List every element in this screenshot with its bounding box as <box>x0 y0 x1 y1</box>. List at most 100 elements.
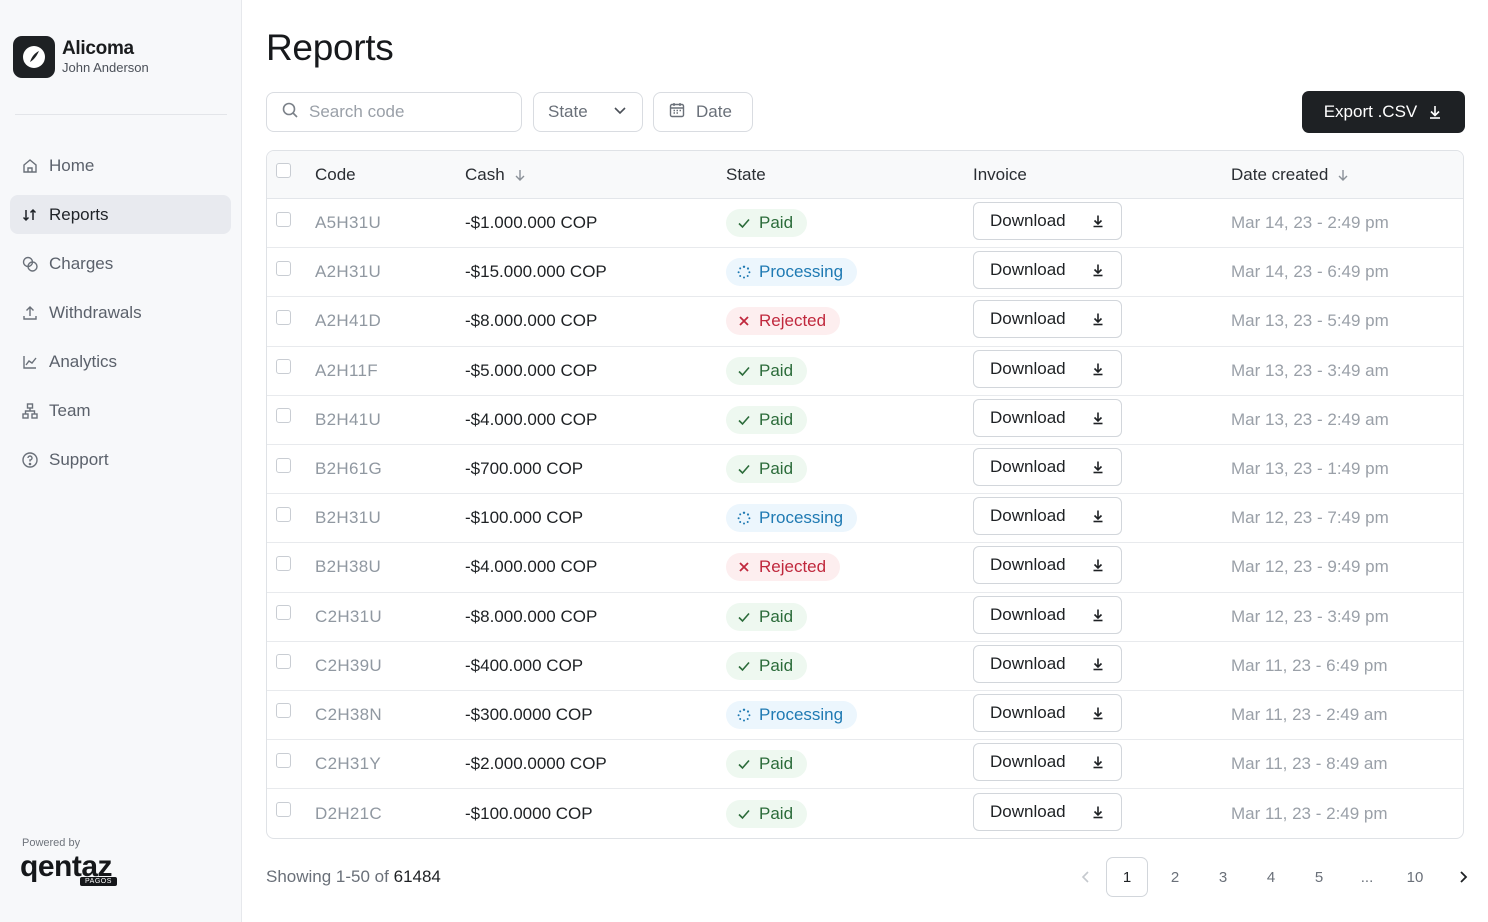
download-invoice-button[interactable]: Download <box>973 398 1122 437</box>
status-label: Rejected <box>759 557 827 577</box>
sidebar-item-withdrawals[interactable]: Withdrawals <box>10 293 231 332</box>
status-badge: Paid <box>726 799 808 828</box>
row-checkbox[interactable] <box>276 309 291 325</box>
header-date-created[interactable]: Date created <box>1231 151 1350 198</box>
download-invoice-button[interactable]: Download <box>973 497 1122 536</box>
state-filter-select[interactable]: State <box>533 92 643 132</box>
select-all-checkbox[interactable] <box>276 163 291 178</box>
download-invoice-button[interactable]: Download <box>973 546 1122 585</box>
page-button[interactable]: 4 <box>1266 868 1276 886</box>
powered-by-label: Powered by <box>22 837 81 849</box>
page-title: Reports <box>266 27 394 68</box>
download-invoice-button[interactable]: Download <box>973 644 1122 683</box>
download-icon <box>1091 362 1105 376</box>
row-code: D2H21C <box>315 803 382 823</box>
download-label: Download <box>990 752 1066 772</box>
download-invoice-button[interactable]: Download <box>973 202 1122 241</box>
x-icon <box>737 314 751 328</box>
row-cash: -$100.000 COP <box>465 508 584 528</box>
row-cash: -$4.000.000 COP <box>465 409 598 429</box>
table-row: B2H41U -$4.000.000 COP Paid Download Mar… <box>267 396 1463 445</box>
row-date-created: Mar 11, 23 - 6:49 pm <box>1231 655 1388 675</box>
next-page-button[interactable] <box>1442 857 1484 897</box>
sidebar-item-support[interactable]: Support <box>10 440 231 479</box>
sidebar-item-label: Reports <box>49 204 109 224</box>
sidebar-item-charges[interactable]: Charges <box>10 244 231 283</box>
row-checkbox[interactable] <box>276 260 291 276</box>
page-button[interactable]: 2 <box>1170 868 1180 886</box>
download-invoice-button[interactable]: Download <box>973 595 1122 634</box>
download-invoice-button[interactable]: Download <box>973 300 1122 339</box>
sidebar-item-home[interactable]: Home <box>10 146 231 185</box>
page-button[interactable]: 5 <box>1314 868 1324 886</box>
table-header: Code Cash State Invoice Date created <box>267 151 1463 199</box>
page-button[interactable]: 3 <box>1218 868 1228 886</box>
download-invoice-button[interactable]: Download <box>973 743 1122 782</box>
download-invoice-button[interactable]: Download <box>973 693 1122 732</box>
calendar-icon <box>668 101 686 124</box>
export-csv-button[interactable]: Export .CSV <box>1302 91 1465 133</box>
row-date-created: Mar 12, 23 - 3:49 pm <box>1231 606 1389 626</box>
download-label: Download <box>990 260 1066 280</box>
status-label: Paid <box>759 459 794 479</box>
table-row: A2H31U -$15.000.000 COP Processing Downl… <box>267 248 1463 298</box>
sidebar-item-reports[interactable]: Reports <box>10 195 231 234</box>
check-icon <box>737 610 751 624</box>
status-label: Paid <box>759 409 794 429</box>
date-filter-button[interactable]: Date <box>653 92 753 132</box>
page-button[interactable]: 1 <box>1106 857 1148 897</box>
row-date-created: Mar 14, 23 - 2:49 pm <box>1231 213 1389 233</box>
download-invoice-button[interactable]: Download <box>973 448 1122 487</box>
download-invoice-button[interactable]: Download <box>973 792 1122 831</box>
brand[interactable]: Alicoma John Anderson <box>13 36 149 78</box>
download-label: Download <box>990 358 1066 378</box>
download-invoice-button[interactable]: Download <box>973 251 1122 290</box>
header-cash[interactable]: Cash <box>465 151 527 198</box>
row-checkbox[interactable] <box>276 359 291 375</box>
sidebar-item-team[interactable]: Team <box>10 391 231 430</box>
status-badge: Rejected <box>726 553 841 582</box>
row-cash: -$100.0000 COP <box>465 803 593 823</box>
search-input[interactable] <box>309 102 509 122</box>
row-code: C2H38N <box>315 704 382 724</box>
download-icon <box>1091 805 1105 819</box>
download-label: Download <box>990 309 1066 329</box>
download-label: Download <box>990 506 1066 526</box>
row-date-created: Mar 14, 23 - 6:49 pm <box>1231 262 1389 282</box>
download-label: Download <box>990 555 1066 575</box>
status-label: Processing <box>759 704 844 724</box>
row-checkbox[interactable] <box>276 555 291 571</box>
download-icon <box>1091 411 1105 425</box>
row-checkbox[interactable] <box>276 211 291 227</box>
row-cash: -$300.0000 COP <box>465 704 593 724</box>
date-filter-label: Date <box>696 102 732 121</box>
sidebar-item-label: Home <box>49 155 95 175</box>
row-cash: -$700.000 COP <box>465 459 584 479</box>
download-invoice-button[interactable]: Download <box>973 349 1122 388</box>
page-button[interactable]: 10 <box>1406 868 1424 886</box>
row-date-created: Mar 12, 23 - 9:49 pm <box>1231 557 1389 577</box>
row-checkbox[interactable] <box>276 654 291 670</box>
status-badge: Processing <box>726 700 858 729</box>
status-label: Paid <box>759 803 794 823</box>
sidebar-item-analytics[interactable]: Analytics <box>10 342 231 381</box>
row-checkbox[interactable] <box>276 457 291 473</box>
sidebar-item-label: Withdrawals <box>49 302 142 322</box>
row-checkbox[interactable] <box>276 605 291 621</box>
prev-page-button[interactable] <box>1072 857 1100 897</box>
row-date-created: Mar 11, 23 - 2:49 am <box>1231 704 1388 724</box>
status-label: Processing <box>759 262 844 282</box>
row-checkbox[interactable] <box>276 752 291 768</box>
download-icon <box>1091 608 1105 622</box>
brand-logo-icon <box>13 36 55 78</box>
download-label: Download <box>990 702 1066 722</box>
sort-down-icon <box>1336 168 1350 182</box>
row-checkbox[interactable] <box>276 703 291 719</box>
row-checkbox[interactable] <box>276 802 291 818</box>
row-checkbox[interactable] <box>276 506 291 522</box>
row-date-created: Mar 13, 23 - 5:49 pm <box>1231 311 1389 331</box>
check-icon <box>737 216 751 230</box>
export-label: Export .CSV <box>1323 102 1418 121</box>
search-box[interactable] <box>266 92 522 132</box>
row-checkbox[interactable] <box>276 408 291 424</box>
